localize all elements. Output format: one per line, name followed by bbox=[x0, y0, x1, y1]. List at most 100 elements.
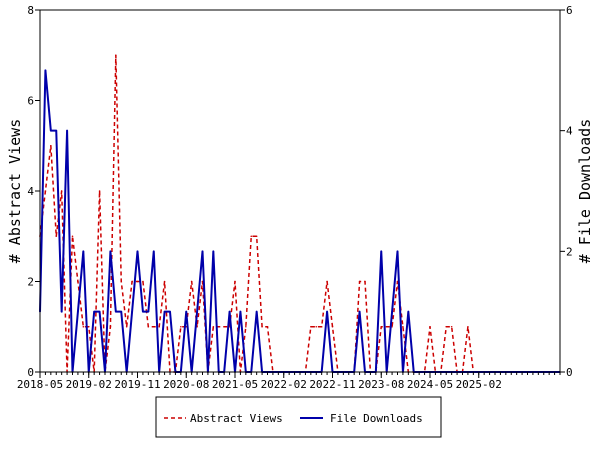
data-point-file-downloads bbox=[142, 310, 144, 313]
data-point-file-downloads bbox=[326, 310, 328, 313]
data-point-file-downloads bbox=[228, 310, 231, 313]
data-point-file-downloads bbox=[163, 310, 166, 313]
data-point-abstract-views bbox=[44, 190, 47, 192]
data-point-file-downloads bbox=[147, 310, 150, 313]
data-point-abstract-views bbox=[115, 54, 117, 57]
data-point-file-downloads bbox=[396, 250, 399, 253]
series-line-file-downloads bbox=[39, 69, 560, 373]
data-point-file-downloads bbox=[115, 310, 117, 313]
x-tick-label: 2025-02 bbox=[456, 378, 502, 391]
x-tick-label: 2020-08 bbox=[163, 378, 209, 391]
x-tick-label: 2018-05 bbox=[17, 378, 63, 391]
y-left-tick-label: 4 bbox=[27, 185, 34, 198]
data-point-abstract-views bbox=[98, 190, 101, 192]
data-point-file-downloads bbox=[44, 69, 47, 72]
y-axis-left-title: # Abstract Views bbox=[6, 119, 24, 264]
y-axis-right-title: # File Downloads bbox=[576, 119, 594, 264]
data-point-file-downloads bbox=[98, 310, 101, 313]
data-point-file-downloads bbox=[136, 250, 139, 253]
data-point-file-downloads bbox=[239, 310, 242, 313]
data-point-file-downloads bbox=[131, 310, 133, 313]
data-point-file-downloads bbox=[391, 310, 393, 313]
legend-box bbox=[155, 396, 442, 438]
x-tick-label: 2024-05 bbox=[407, 378, 453, 391]
data-point-abstract-views bbox=[266, 325, 269, 328]
data-point-abstract-views bbox=[358, 280, 361, 283]
data-point-file-downloads bbox=[109, 250, 112, 253]
y-left-tick-label: 2 bbox=[27, 276, 34, 289]
data-point-abstract-views bbox=[82, 325, 85, 328]
plot-frame bbox=[39, 9, 561, 373]
data-point-abstract-views bbox=[120, 280, 123, 283]
data-point-abstract-views bbox=[445, 325, 448, 328]
data-point-file-downloads bbox=[380, 250, 383, 253]
data-point-abstract-views bbox=[234, 280, 236, 283]
series-layer bbox=[39, 54, 561, 373]
data-point-abstract-views bbox=[60, 190, 63, 192]
y-left-tick-label: 0 bbox=[27, 366, 34, 379]
data-point-file-downloads bbox=[407, 310, 410, 313]
data-point-abstract-views bbox=[190, 280, 193, 283]
data-point-abstract-views bbox=[142, 280, 144, 283]
axes: 2018-05 2019-02 2019-11 2020-08 2021-05 2022-… bbox=[17, 4, 573, 391]
data-point-abstract-views bbox=[125, 325, 128, 328]
data-point-file-downloads bbox=[50, 129, 52, 132]
data-point-abstract-views bbox=[385, 325, 388, 328]
data-point-abstract-views bbox=[255, 235, 258, 238]
data-point-file-downloads bbox=[169, 310, 171, 313]
data-point-file-downloads bbox=[66, 129, 68, 132]
data-point-file-downloads bbox=[196, 310, 198, 313]
data-point-abstract-views bbox=[245, 325, 247, 328]
data-point-file-downloads bbox=[77, 310, 79, 313]
data-point-file-downloads bbox=[60, 310, 63, 313]
data-point-abstract-views bbox=[71, 235, 74, 238]
x-tick-label: 2023-08 bbox=[358, 378, 404, 391]
data-point-file-downloads bbox=[358, 310, 361, 313]
y-right-tick-label: 0 bbox=[566, 366, 573, 379]
data-point-abstract-views bbox=[136, 280, 139, 283]
y-right-tick-label: 4 bbox=[566, 125, 573, 138]
data-point-file-downloads bbox=[185, 310, 188, 313]
data-point-abstract-views bbox=[467, 325, 469, 328]
data-point-abstract-views bbox=[109, 325, 112, 328]
data-point-abstract-views bbox=[223, 325, 225, 328]
data-point-abstract-views bbox=[326, 280, 328, 283]
data-point-abstract-views bbox=[364, 280, 366, 283]
data-point-abstract-views bbox=[380, 325, 383, 328]
data-point-abstract-views bbox=[50, 144, 52, 147]
data-point-file-downloads bbox=[152, 250, 155, 253]
data-point-abstract-views bbox=[261, 325, 263, 328]
data-point-abstract-views bbox=[402, 325, 404, 328]
data-point-abstract-views bbox=[131, 280, 133, 283]
x-tick-label: 2022-02 bbox=[261, 378, 307, 391]
data-point-file-downloads bbox=[55, 129, 58, 132]
data-point-abstract-views bbox=[310, 325, 312, 328]
x-tick-label: 2019-02 bbox=[66, 378, 112, 391]
data-point-abstract-views bbox=[180, 325, 182, 328]
data-point-abstract-views bbox=[315, 325, 318, 328]
data-point-abstract-views bbox=[450, 325, 453, 328]
data-point-file-downloads bbox=[255, 310, 258, 313]
data-point-abstract-views bbox=[77, 280, 79, 283]
data-point-abstract-views bbox=[147, 325, 150, 328]
data-point-file-downloads bbox=[120, 310, 123, 313]
y-left-tick-label: 8 bbox=[27, 4, 34, 17]
legend-label-abstract-views: Abstract Views bbox=[190, 412, 283, 425]
x-tick-label: 2021-05 bbox=[212, 378, 258, 391]
y-right-tick-label: 6 bbox=[566, 4, 573, 17]
data-point-abstract-views bbox=[55, 235, 58, 238]
data-point-file-downloads bbox=[212, 250, 215, 253]
y-right-tick-label: 2 bbox=[566, 245, 573, 258]
y-left-tick-label: 6 bbox=[27, 95, 34, 108]
legend: Abstract Views File Downloads bbox=[155, 396, 442, 438]
data-point-abstract-views bbox=[250, 235, 253, 238]
x-tick-label: 2022-11 bbox=[309, 378, 355, 391]
legend-label-file-downloads: File Downloads bbox=[330, 412, 423, 425]
data-point-abstract-views bbox=[152, 325, 155, 328]
data-point-abstract-views bbox=[158, 325, 160, 328]
data-point-abstract-views bbox=[163, 280, 166, 283]
data-point-abstract-views bbox=[212, 325, 215, 328]
data-point-file-downloads bbox=[82, 250, 85, 253]
data-point-file-downloads bbox=[201, 250, 204, 253]
